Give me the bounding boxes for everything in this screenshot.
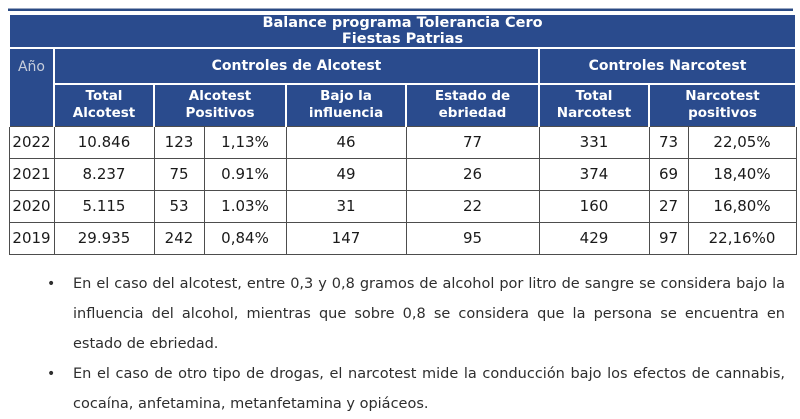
cell-alcotest-positivos: 242	[153, 221, 205, 255]
cell-alcotest-positivos-pct: 0,84%	[203, 221, 287, 255]
explanatory-notes: • En el caso del alcotest, entre 0,3 y 0…	[45, 269, 785, 419]
cell-alcotest-positivos-pct: 1.03%	[203, 189, 287, 223]
cell-narcotest-positivos-pct: 16,80%	[687, 189, 797, 223]
cell-estado-ebriedad: 26	[405, 157, 540, 191]
subheader-estado-ebriedad: Estado de ebriedad	[405, 83, 540, 127]
cell-alcotest-positivos: 75	[153, 157, 205, 191]
notes-list: • En el caso del alcotest, entre 0,3 y 0…	[45, 269, 785, 419]
subheader-row: Total Alcotest Alcotest Positivos Bajo l…	[9, 83, 798, 127]
cell-narcotest-positivos-pct: 22,16%0	[687, 221, 797, 255]
note-alcotest-text: En el caso del alcotest, entre 0,3 y 0,8…	[73, 275, 785, 352]
cell-bajo-influencia: 46	[285, 125, 407, 159]
cell-alcotest-positivos-pct: 0.91%	[203, 157, 287, 191]
table-row-2022: 2022 10.846 123 1,13% 46 77 331 73 22,05…	[8, 125, 797, 159]
cell-estado-ebriedad: 77	[405, 125, 540, 159]
group-header-row: Año Controles de Alcotest Controles Narc…	[8, 47, 798, 127]
cell-alcotest-positivos: 123	[153, 125, 205, 159]
cell-bajo-influencia: 31	[285, 189, 407, 223]
year-column-header: Año	[8, 47, 55, 127]
top-divider	[8, 8, 793, 11]
cell-estado-ebriedad: 22	[405, 189, 540, 223]
cell-bajo-influencia: 49	[285, 157, 407, 191]
cell-total-narcotest: 331	[538, 125, 650, 159]
subheader-alcotest-positivos: Alcotest Positivos	[153, 83, 287, 127]
cell-narcotest-positivos-pct: 22,05%	[687, 125, 797, 159]
cell-bajo-influencia: 147	[285, 221, 407, 255]
subheader-total-alcotest: Total Alcotest	[53, 83, 155, 127]
cell-estado-ebriedad: 95	[405, 221, 540, 255]
subheader-bajo-influencia: Bajo la influencia	[285, 83, 407, 127]
cell-total-alcotest: 10.846	[53, 125, 155, 159]
balance-table: Balance programa Tolerancia Cero Fiestas…	[7, 13, 798, 255]
cell-total-alcotest: 29.935	[53, 221, 155, 255]
table-row-2019: 2019 29.935 242 0,84% 147 95 429 97 22,1…	[8, 221, 797, 255]
table-title: Balance programa Tolerancia Cero Fiestas…	[7, 13, 798, 49]
table-title-row: Balance programa Tolerancia Cero Fiestas…	[7, 13, 798, 49]
table-row-2020: 2020 5.115 53 1.03% 31 22 160 27 16,80%	[8, 189, 797, 223]
cell-year: 2019	[8, 221, 55, 255]
cell-total-narcotest: 374	[538, 157, 650, 191]
cell-narcotest-positivos: 73	[648, 125, 689, 159]
subheader-total-narcotest: Total Narcotest	[538, 83, 650, 127]
cell-narcotest-positivos-pct: 18,40%	[687, 157, 797, 191]
cell-narcotest-positivos: 97	[648, 221, 689, 255]
narcotest-group-header: Controles Narcotest	[537, 47, 798, 85]
cell-total-narcotest: 429	[538, 221, 650, 255]
note-narcotest: • En el caso de otro tipo de drogas, el …	[45, 359, 785, 419]
table-title-line1: Balance programa Tolerancia Cero	[262, 15, 543, 31]
table-title-line2: Fiestas Patrias	[341, 31, 464, 47]
alcotest-group-header: Controles de Alcotest	[53, 47, 540, 85]
cell-alcotest-positivos-pct: 1,13%	[203, 125, 287, 159]
bullet-icon: •	[47, 365, 56, 382]
cell-total-alcotest: 8.237	[53, 157, 155, 191]
cell-narcotest-positivos: 69	[648, 157, 689, 191]
cell-narcotest-positivos: 27	[648, 189, 689, 223]
cell-year: 2022	[8, 125, 55, 159]
cell-year: 2021	[8, 157, 55, 191]
note-narcotest-text: En el caso de otro tipo de drogas, el na…	[73, 365, 785, 412]
note-alcotest: • En el caso del alcotest, entre 0,3 y 0…	[45, 269, 785, 359]
table-row-2021: 2021 8.237 75 0.91% 49 26 374 69 18,40%	[8, 157, 797, 191]
bullet-icon: •	[47, 275, 56, 292]
cell-total-narcotest: 160	[538, 189, 650, 223]
cell-alcotest-positivos: 53	[153, 189, 205, 223]
cell-total-alcotest: 5.115	[53, 189, 155, 223]
cell-year: 2020	[8, 189, 55, 223]
subheader-narcotest-positivos: Narcotest positivos	[647, 83, 798, 127]
